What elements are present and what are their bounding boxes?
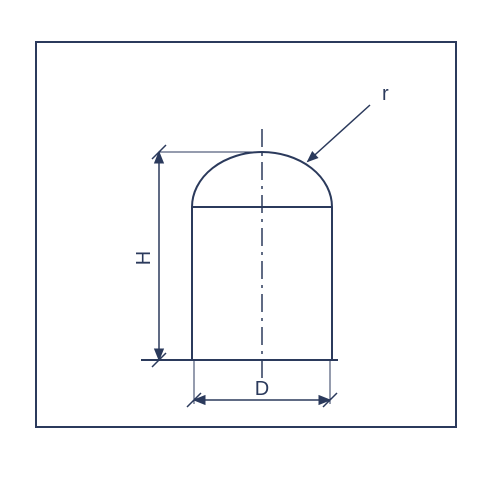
engineering-figure: H Dr (0, 0, 500, 500)
dimension-h-label: H (133, 251, 155, 265)
dimension-r-label: r (382, 83, 389, 105)
dimension-d-label: D (255, 378, 269, 400)
drawing-frame (36, 42, 456, 427)
